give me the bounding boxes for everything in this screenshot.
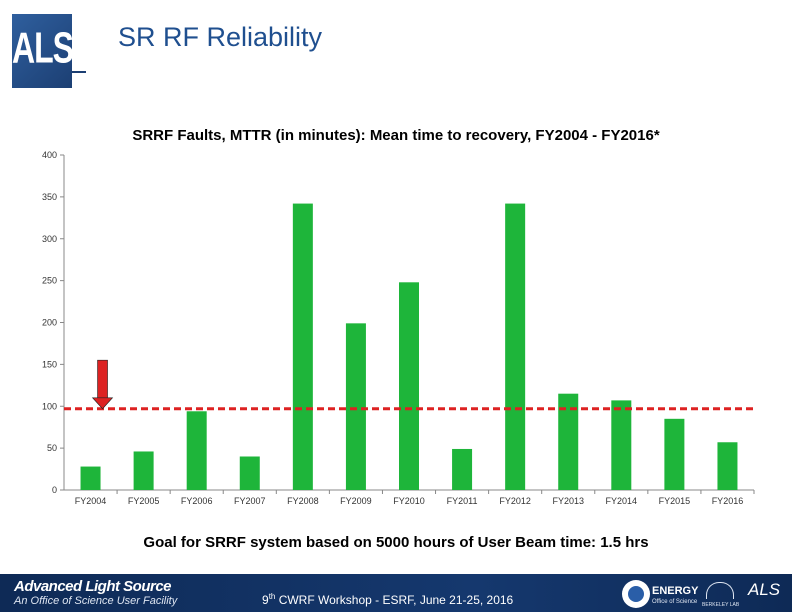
berkeley-lab-icon [706, 582, 734, 599]
doe-office: Office of Science [652, 599, 698, 605]
bar-fy2015 [664, 418, 685, 490]
workshop-ordinal: th [268, 592, 276, 601]
page-title: SR RF Reliability [118, 22, 323, 52]
footer-org-name: Advanced Light Source [14, 578, 172, 595]
y-tick-label: 0 [52, 485, 57, 495]
goal-note: Goal for SRRF system based on 5000 hours… [143, 534, 649, 551]
x-tick-label: FY2006 [181, 496, 213, 506]
x-tick-label: FY2008 [287, 496, 319, 506]
chart-title: SRRF Faults, MTTR (in minutes): Mean tim… [132, 127, 660, 144]
doe-seal-inner [628, 586, 644, 602]
footer-bar: Advanced Light Source An Office of Scien… [0, 574, 792, 612]
bars [80, 203, 738, 490]
title-underline [72, 71, 86, 73]
x-tick-label: FY2016 [712, 496, 744, 506]
doe-seal-icon [622, 580, 650, 608]
x-tick-label: FY2014 [606, 496, 638, 506]
workshop-number: 9 [262, 593, 269, 607]
x-axis-labels: FY2004 FY2005 FY2006 FY2007 FY2008 FY2009 FY20… [75, 490, 755, 506]
y-tick-label: 400 [42, 150, 57, 160]
x-tick-label: FY2011 [447, 496, 478, 506]
bar-fy2006 [186, 411, 207, 490]
footer-workshop-text: 9th CWRF Workshop - ESRF, June 21-25, 20… [262, 592, 513, 607]
bar-fy2005 [133, 451, 154, 490]
y-tick-label: 150 [42, 359, 57, 369]
x-tick-label: FY2010 [393, 496, 425, 506]
als-logo-text: ALS [12, 23, 74, 73]
bar-fy2008 [292, 203, 313, 490]
y-tick-label: 200 [42, 318, 57, 328]
x-tick-label: FY2005 [128, 496, 160, 506]
bar-fy2009 [345, 323, 366, 490]
bar-fy2004 [80, 466, 101, 490]
x-tick-label: FY2012 [499, 496, 531, 506]
bar-fy2007 [239, 456, 260, 490]
als-logo: ALS [12, 14, 74, 88]
bar-fy2011 [452, 448, 473, 490]
bar-fy2014 [611, 400, 632, 490]
y-tick-label: 50 [47, 443, 57, 453]
y-tick-label: 100 [42, 401, 57, 411]
x-tick-label: FY2009 [340, 496, 372, 506]
berkeley-lab-name: BERKELEY LAB [702, 602, 740, 608]
bar-fy2012 [505, 203, 526, 490]
x-tick-label: FY2004 [75, 496, 107, 506]
bar-fy2013 [558, 393, 579, 490]
footer-org-subtitle: An Office of Science User Facility [14, 595, 178, 607]
als-footer-logo: ALS [748, 580, 781, 599]
workshop-details: CWRF Workshop - ESRF, June 21-25, 2016 [275, 593, 514, 607]
x-tick-label: FY2013 [552, 496, 584, 506]
bar-fy2016 [717, 442, 738, 490]
y-axis: 0 50 100 150 200 250 300 350 400 [42, 150, 754, 495]
arrow-shaft [97, 359, 108, 400]
y-tick-label: 300 [42, 234, 57, 244]
y-tick-label: 250 [42, 276, 57, 286]
y-tick-label: 350 [42, 192, 57, 202]
bar-fy2010 [399, 282, 419, 490]
doe-name: ENERGY [652, 585, 699, 597]
goal-annotations [64, 359, 754, 411]
x-tick-label: FY2007 [234, 496, 266, 506]
x-tick-label: FY2015 [659, 496, 691, 506]
arrow-head [91, 397, 114, 410]
